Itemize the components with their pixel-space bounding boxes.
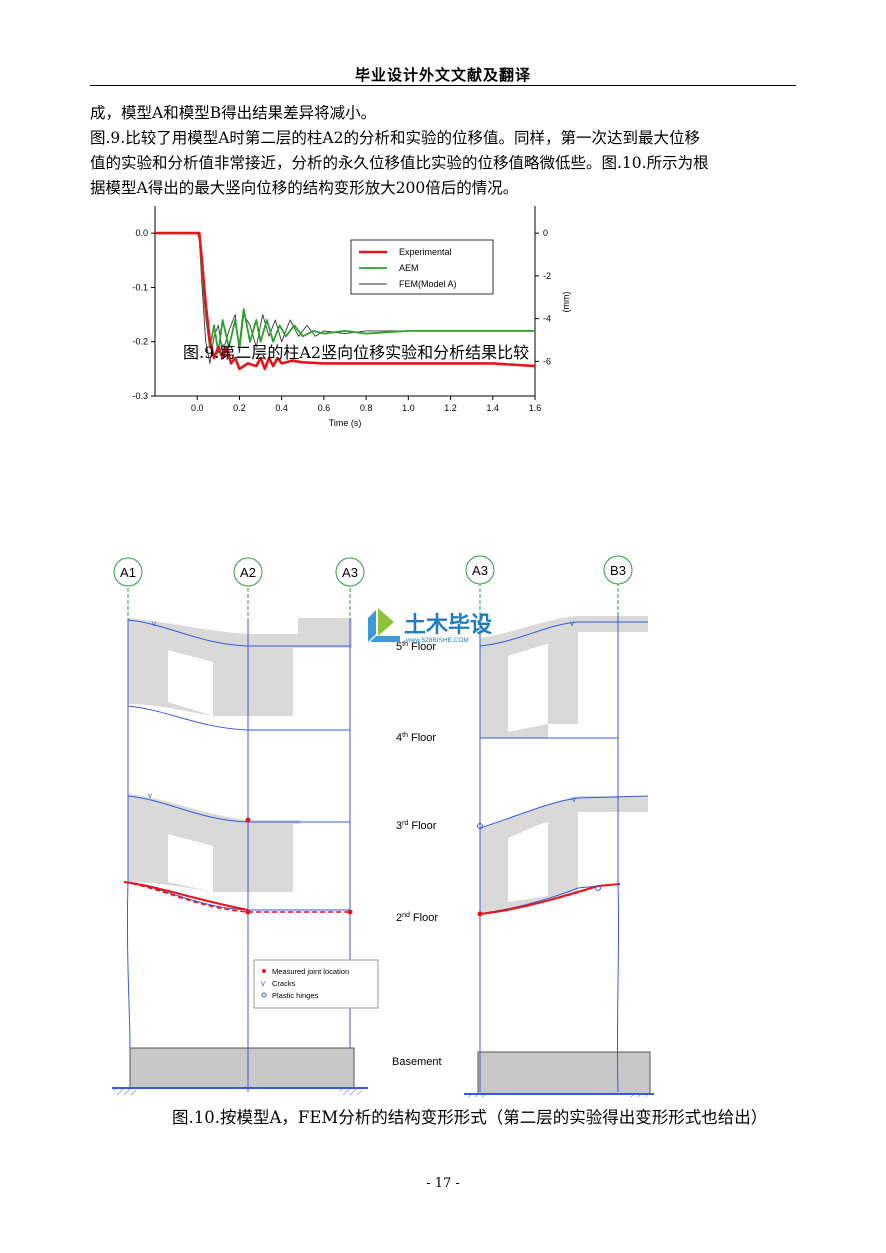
wall-right-lower-opening [508,822,548,902]
watermark-url: www.528BISHE.COM [405,637,469,644]
x-tick-label: 0.0 [191,403,204,413]
series-line [155,231,536,371]
right-basement [477,1051,651,1095]
figure-10-legend: Measured joint location v Cracks Plastic… [253,959,379,1009]
x-tick-label: 0.4 [275,403,288,413]
wall-right-upper [480,616,648,738]
crack-mark: v [572,795,576,804]
y-tick-label: -0.2 [132,337,148,347]
page-number: - 17 - [426,1176,460,1191]
y2-tick-label: 0 [543,228,548,238]
plastic-hinge [477,823,483,829]
chart-lines [155,231,536,371]
right-frame: v v [464,616,654,1097]
y2-tick-label: -6 [543,356,551,366]
floor-label-2: 2nd Floor [396,912,438,924]
wall-upper-left [128,618,300,716]
figure-9-chart: 0.0 0.2 0.4 0.6 0.8 1.0 1.2 1.4 1.6 0.0 -0.1 -0.2 -0… [132,206,571,428]
grid-label-b3: B3 [610,563,626,578]
legend-label: FEM(Model A) [399,279,457,289]
y2-tick-label: -2 [543,271,551,281]
body-line-1: 成，模型A和模型B得出结果差异将减小。 [90,104,377,122]
floor-label-3: 3rd Floor [396,820,437,832]
x-tick-label: 1.6 [529,403,542,413]
crack-mark: v [152,619,156,628]
floor-label-5: 5th Floor [396,641,436,653]
y-tick-label: 0.0 [135,228,148,238]
y-tick-label: -0.1 [132,282,148,292]
left-frame: v v [112,618,368,1095]
grid-label-a2: A2 [240,565,256,580]
figure-10-diagram: v v v v A1 A2 [112,555,654,1097]
crack-mark: v [148,791,152,800]
floor-labels: 5th Floor 4th Floor 3rd Floor 2nd Floor Base… [392,641,442,1068]
legend-hinges: Plastic hinges [272,991,319,1000]
header-rule [90,85,796,86]
wall-a2-top [298,618,352,648]
crack-mark: v [570,619,574,628]
x-tick-label: 0.6 [318,403,331,413]
x-tick-label: 0.2 [233,403,246,413]
body-line-4: 据模型A得出的最大竖向位移的结构变形放大200倍后的情况。 [90,179,519,197]
grid-label-a3: A3 [342,565,358,580]
watermark-text: 土木毕设 [404,612,492,637]
wall-upper-opening [168,650,213,716]
measured-joint-a3-2nd [347,909,353,915]
body-line-2: 图.9.比较了用模型A时第二层的柱A2的分析和实验的位移值。同样，第一次达到最大… [90,129,700,147]
grid-label-a3-right: A3 [472,563,488,578]
plastic-hinge [595,885,601,891]
figure-9-caption: 图.9.第二层的柱A2竖向位移实验和分析结果比较 [183,343,530,362]
x-tick-label: 1.2 [444,403,457,413]
wall-right-upper-opening [508,644,548,732]
basement-label: Basement [392,1056,442,1068]
wall-lower-opening [168,834,213,892]
measured-joint-right [477,911,483,917]
body-line-3: 值的实验和分析值非常接近，分析的永久位移值比实验的位移值略微低些。图.10.所示… [90,154,709,172]
watermark-logo: 土木毕设 www.528BISHE.COM [368,608,492,644]
y2-axis-label: (mm) [561,292,571,313]
x-tick-label: 1.0 [402,403,415,413]
legend-label: AEM [399,263,419,273]
floor-label-4: 4th Floor [396,732,436,744]
legend-label: Experimental [399,247,452,257]
chart-axes: 0.0 0.2 0.4 0.6 0.8 1.0 1.2 1.4 1.6 0.0 -0.1 -0.2 -0… [132,206,571,428]
grid-label-a1: A1 [120,565,136,580]
y-tick-label: -0.3 [132,391,148,401]
x-tick-label: 0.8 [360,403,373,413]
y2-tick-label: -4 [543,314,551,324]
grid-markers: A1 A2 A3 A3 B3 [113,555,633,618]
measured-joint-a2 [245,817,251,823]
legend-cracks: Cracks [272,979,296,988]
measured-joint-a2-2nd [245,909,251,915]
legend-measured: Measured joint location [272,967,349,976]
left-basement [129,1047,355,1089]
legend-box [350,239,494,295]
page-header: 毕业设计外文文献及翻译 [354,66,531,84]
series-line [155,232,535,364]
x-axis-label: Time (s) [329,418,362,428]
wall-lower-left [128,794,300,892]
x-tick-label: 1.4 [487,403,500,413]
chart-legend: Experimental AEM FEM(Model A) [350,239,494,295]
svg-text:v: v [261,979,265,988]
figure-10-caption: 图.10.按模型A，FEM分析的结构变形形式（第二层的实验得出变形形式也给出） [172,1108,768,1127]
